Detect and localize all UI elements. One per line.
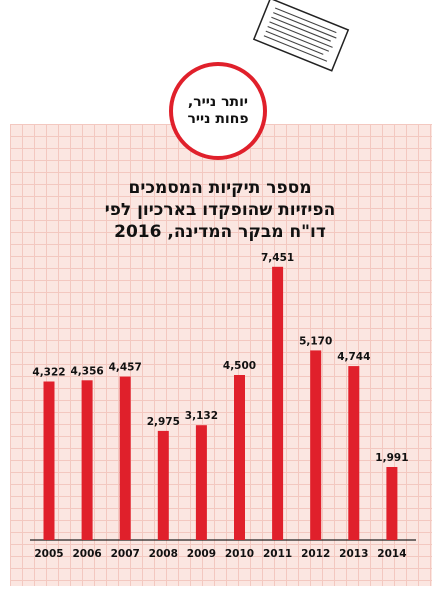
- bar-2010: [234, 375, 245, 540]
- year-label-2005: 2005: [34, 548, 63, 560]
- year-label-2012: 2012: [301, 548, 330, 560]
- badge-line-1: יותר נייר,: [187, 94, 249, 110]
- bar-2009: [195, 425, 207, 540]
- year-label-2009: 2009: [187, 548, 216, 560]
- bar-2006: [81, 380, 93, 540]
- value-label-2012: 5,170: [299, 335, 332, 347]
- title-line-3: דו"ח מבקר המדינה, 2016: [114, 222, 326, 242]
- value-label-2013: 4,744: [337, 351, 370, 363]
- bar-2013: [348, 366, 360, 540]
- chart-title: מספר תיקיות המסמכים הפיזיות שהופקדו בארכ…: [20, 177, 420, 243]
- bar-2008: [157, 430, 169, 540]
- title-line-2: הפיזיות שהופקדו בארכיון לפי: [104, 200, 336, 220]
- value-label-2009: 3,132: [185, 410, 218, 422]
- bar-2011: [272, 266, 284, 540]
- bar-2007: [119, 376, 131, 540]
- value-label-2014: 1,991: [375, 452, 408, 464]
- bar-2005: [43, 381, 55, 540]
- value-label-2005: 4,322: [32, 367, 65, 379]
- badge-circle: יותר נייר, פחות נייר: [169, 62, 267, 160]
- bar-2012: [310, 350, 322, 540]
- year-label-2013: 2013: [339, 548, 368, 560]
- value-label-2008: 2,975: [147, 416, 180, 428]
- value-label-2010: 4,500: [223, 360, 256, 372]
- title-line-1: מספר תיקיות המסמכים: [128, 178, 312, 198]
- value-label-2006: 4,356: [70, 365, 103, 377]
- badge-line-2: פחות נייר: [187, 111, 249, 127]
- value-label-2011: 7,451: [261, 252, 294, 264]
- value-label-2007: 4,457: [109, 362, 142, 374]
- year-label-2008: 2008: [149, 548, 178, 560]
- chart-background-panel: [10, 124, 432, 586]
- year-label-2007: 2007: [111, 548, 140, 560]
- paper-sheet-icon: [252, 0, 350, 72]
- year-label-2010: 2010: [225, 548, 254, 560]
- bar-2014: [386, 467, 398, 540]
- year-label-2006: 2006: [72, 548, 101, 560]
- year-label-2014: 2014: [377, 548, 406, 560]
- year-label-2011: 2011: [263, 548, 292, 560]
